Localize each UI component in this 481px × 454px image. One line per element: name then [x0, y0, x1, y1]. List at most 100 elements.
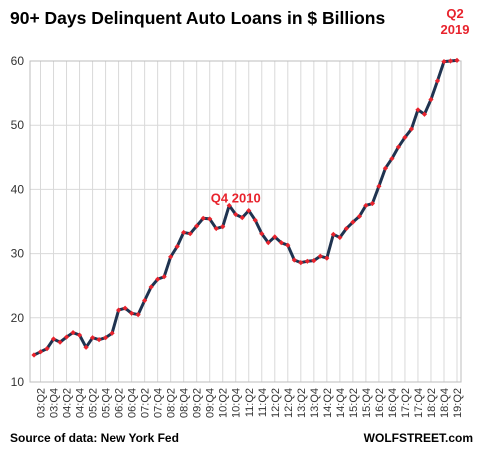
data-point	[155, 276, 161, 282]
data-point	[187, 231, 193, 237]
data-point	[389, 155, 395, 162]
x-tick-label: 05:Q2	[88, 388, 100, 418]
data-point	[174, 243, 180, 250]
data-point	[324, 255, 330, 261]
data-point	[343, 225, 349, 232]
data-point	[148, 284, 154, 290]
data-point	[304, 258, 310, 264]
plot-frame	[29, 60, 462, 383]
data-point	[213, 225, 219, 232]
data-point	[369, 200, 375, 207]
x-tick-label: 14:Q4	[335, 388, 347, 418]
x-tick-label: 06:Q2	[114, 388, 126, 418]
data-point	[50, 336, 57, 342]
x-tick-label: 11:Q4	[257, 388, 269, 417]
x-tick-label: 09:Q2	[192, 388, 204, 418]
gridlines	[29, 60, 462, 383]
data-point	[363, 202, 369, 209]
data-point	[116, 307, 122, 313]
series-markers	[31, 57, 460, 358]
x-tick-label: 04:Q2	[62, 388, 74, 418]
x-tick-label: 09:Q4	[205, 388, 217, 418]
data-point	[194, 223, 200, 229]
x-tick-label: 04:Q4	[75, 388, 87, 418]
data-point	[434, 78, 441, 84]
data-point	[428, 96, 434, 103]
source-note: Source of data: New York Fed	[10, 431, 179, 445]
data-point	[298, 259, 304, 266]
x-tick-label: 08:Q2	[166, 388, 178, 418]
data-point	[265, 240, 271, 246]
data-point	[129, 310, 135, 316]
annotation-label: Q4 2010	[211, 190, 261, 205]
x-tick-label: 11:Q2	[244, 388, 256, 417]
data-point	[142, 297, 148, 304]
data-point	[421, 111, 428, 117]
data-point	[441, 59, 447, 65]
x-axis: 03:Q2 03:Q4 04:Q2 04:Q4 05:Q2 05:Q4 06:Q2 06:Q4…	[36, 388, 464, 418]
x-tick-label: 08:Q4	[179, 388, 191, 418]
data-point	[83, 344, 89, 350]
chart-title: 90+ Days Delinquent Auto Loans in $ Bill…	[10, 8, 386, 28]
data-point	[350, 219, 356, 225]
x-tick-label: 16:Q2	[374, 388, 386, 418]
data-point	[122, 305, 128, 311]
data-point	[168, 254, 174, 260]
x-tick-label: 10:Q4	[231, 388, 243, 418]
y-tick-label: 20	[11, 311, 25, 325]
data-point	[96, 337, 102, 343]
data-point	[285, 242, 291, 248]
data-point	[161, 274, 167, 280]
data-point	[220, 224, 226, 230]
data-point	[102, 335, 109, 341]
data-point	[395, 144, 402, 150]
y-tick-label: 10	[11, 375, 25, 389]
x-tick-label: 07:Q2	[140, 388, 152, 418]
series-line	[33, 58, 458, 357]
data-point	[278, 240, 284, 246]
x-tick-label: 17:Q4	[413, 388, 425, 418]
data-point	[408, 126, 415, 132]
x-tick-label: 18:Q4	[439, 388, 451, 418]
x-tick-label: 10:Q2	[218, 388, 230, 418]
data-point	[376, 183, 382, 189]
x-tick-label: 03:Q4	[49, 388, 61, 418]
data-point	[207, 216, 213, 222]
x-tick-label: 06:Q4	[127, 388, 139, 418]
data-point	[415, 107, 421, 113]
x-tick-label: 13:Q2	[296, 388, 308, 418]
y-tick-label: 50	[11, 118, 25, 132]
data-point	[291, 257, 297, 263]
x-tick-label: 16:Q4	[387, 388, 399, 418]
data-point	[76, 332, 83, 338]
data-point	[44, 346, 50, 352]
x-tick-label: 17:Q2	[400, 388, 412, 418]
y-tick-label: 40	[11, 182, 25, 196]
y-tick-label: 60	[11, 54, 25, 68]
data-point	[226, 202, 232, 209]
x-tick-label: 14:Q2	[322, 388, 334, 418]
annotation-label: 2019	[441, 22, 470, 37]
y-tick-label: 30	[11, 247, 25, 261]
data-point	[31, 352, 37, 358]
data-point	[37, 349, 44, 355]
data-point	[330, 231, 336, 237]
data-point	[109, 330, 115, 336]
y-axis: 10 20 30 40 50 60	[11, 54, 25, 389]
x-tick-label: 15:Q4	[361, 388, 373, 418]
data-point	[200, 215, 206, 221]
data-point	[135, 311, 141, 318]
data-point	[454, 57, 460, 63]
brand-label: WOLFSTREET.com	[363, 431, 473, 445]
x-tick-label: 18:Q2	[426, 388, 438, 418]
x-tick-label: 15:Q2	[348, 388, 360, 418]
data-point	[272, 234, 278, 240]
x-tick-label: 19:Q2	[452, 388, 464, 418]
data-point	[356, 213, 362, 219]
data-point	[311, 258, 317, 264]
x-tick-label: 07:Q4	[153, 388, 165, 418]
data-point	[89, 335, 96, 341]
data-point	[382, 165, 389, 171]
